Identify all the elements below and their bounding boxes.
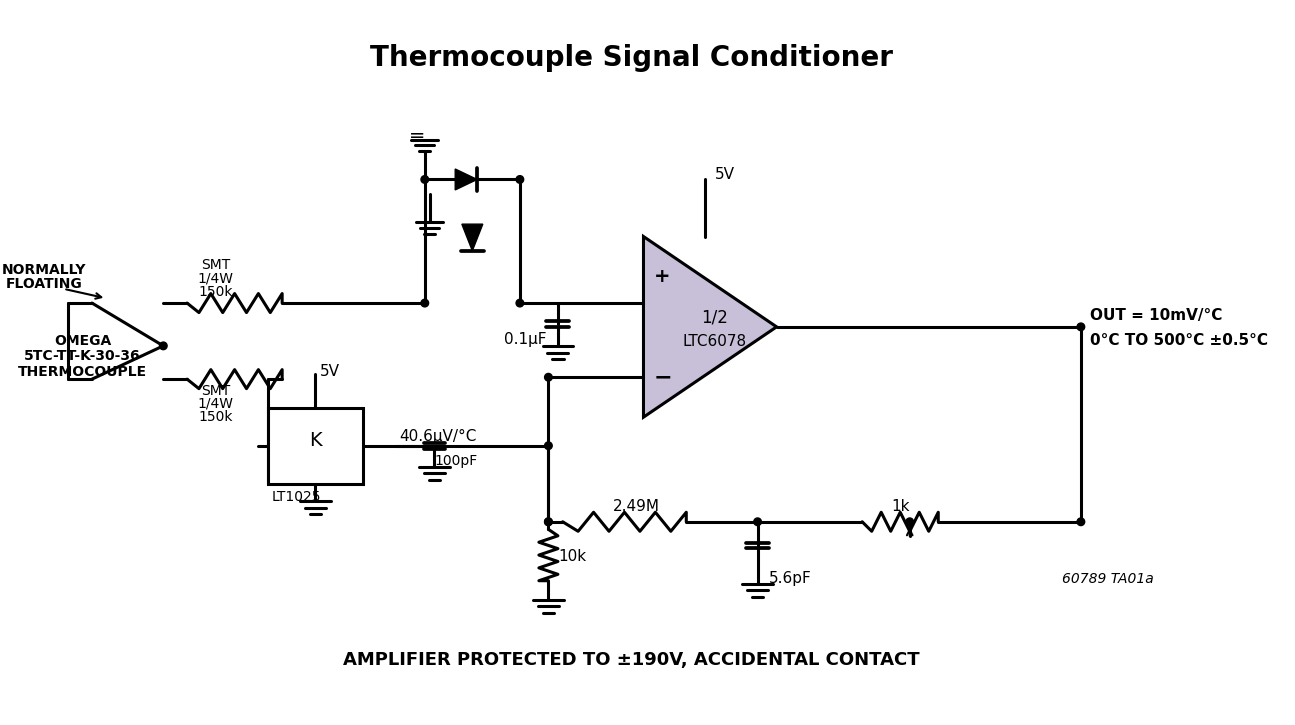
Circle shape [517, 175, 523, 183]
Text: +: + [654, 267, 671, 286]
Text: 5TC-TT-K-30-36: 5TC-TT-K-30-36 [25, 349, 141, 363]
Text: 60789 TA01a: 60789 TA01a [1062, 572, 1154, 586]
Text: 100pF: 100pF [434, 454, 478, 468]
Text: ≡: ≡ [409, 127, 425, 146]
FancyBboxPatch shape [268, 407, 363, 484]
Text: 1/4W: 1/4W [198, 271, 233, 286]
Text: SMT: SMT [201, 258, 231, 272]
Circle shape [545, 518, 552, 526]
Circle shape [421, 299, 429, 307]
Circle shape [545, 442, 552, 450]
Text: 40.6μV/°C: 40.6μV/°C [399, 428, 477, 444]
Text: FLOATING: FLOATING [6, 277, 83, 291]
Polygon shape [462, 224, 483, 251]
Text: OUT = 10mV/°C: OUT = 10mV/°C [1090, 308, 1222, 323]
Text: Thermocouple Signal Conditioner: Thermocouple Signal Conditioner [369, 44, 892, 72]
Circle shape [517, 299, 523, 307]
Text: 1k: 1k [891, 499, 909, 514]
Text: LTC6078: LTC6078 [682, 334, 747, 349]
Circle shape [1077, 518, 1085, 526]
Text: THERMOCOUPLE: THERMOCOUPLE [18, 365, 148, 378]
Text: NORMALLY: NORMALLY [3, 262, 87, 277]
Text: 0.1μF: 0.1μF [504, 332, 546, 347]
Text: 150k: 150k [198, 410, 233, 424]
Text: 1/4W: 1/4W [198, 397, 233, 411]
Text: LT1025: LT1025 [272, 490, 321, 504]
Text: 10k: 10k [558, 549, 587, 563]
Text: 2.49M: 2.49M [613, 499, 660, 514]
Text: 0°C TO 500°C ±0.5°C: 0°C TO 500°C ±0.5°C [1090, 333, 1268, 348]
Circle shape [159, 342, 167, 349]
Text: SMT: SMT [201, 384, 231, 397]
Text: K: K [310, 431, 321, 450]
Text: 5V: 5V [715, 167, 734, 182]
Circle shape [906, 518, 913, 526]
Text: 150k: 150k [198, 285, 233, 299]
Text: −: − [653, 368, 672, 387]
Polygon shape [456, 169, 477, 190]
Circle shape [421, 175, 429, 183]
Circle shape [754, 518, 761, 526]
Text: 5.6pF: 5.6pF [769, 571, 812, 587]
Text: AMPLIFIER PROTECTED TO ±190V, ACCIDENTAL CONTACT: AMPLIFIER PROTECTED TO ±190V, ACCIDENTAL… [343, 650, 919, 668]
Text: 1/2: 1/2 [702, 308, 728, 326]
Circle shape [1077, 323, 1085, 331]
Text: OMEGA: OMEGA [54, 334, 111, 348]
Polygon shape [644, 236, 777, 417]
Text: 5V: 5V [320, 364, 341, 379]
Circle shape [545, 373, 552, 381]
Circle shape [545, 518, 552, 526]
